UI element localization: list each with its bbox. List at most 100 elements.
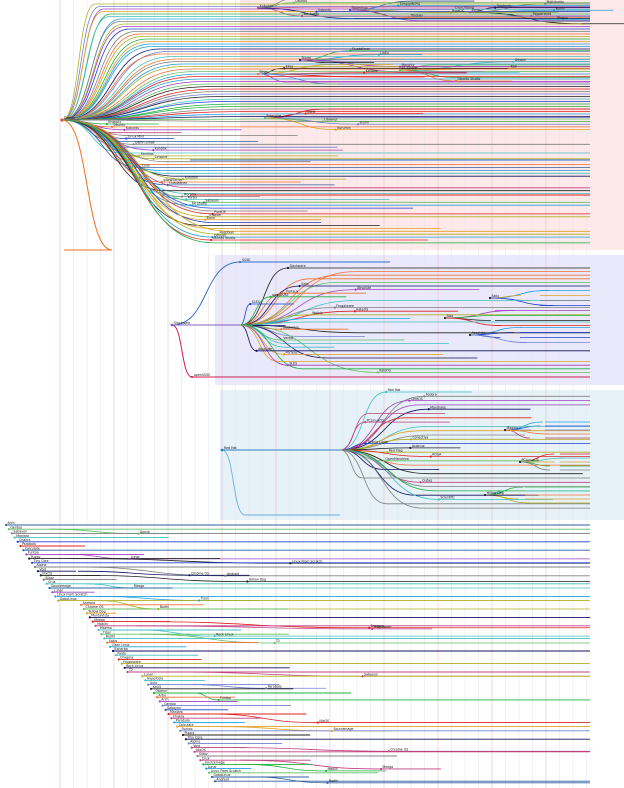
redhat-branch [339,408,429,451]
distro-node [184,738,187,741]
distro-node [407,16,410,19]
distro-label: T2 [128,668,133,672]
distro-node [57,599,60,602]
distro-node [282,353,286,356]
distro-node [16,540,19,543]
distro-label: Frugalware [336,304,354,308]
slackware-branch [239,324,288,366]
distro-node [508,67,511,70]
distro-node [304,112,307,115]
slackware-branch [239,324,378,373]
distro-node [443,316,447,320]
distro-node [503,428,507,432]
distro-label: Salix [301,282,309,286]
debian-branch [61,119,215,244]
distro-node [398,68,402,72]
distro-node [356,123,360,126]
distro-node [309,313,312,316]
distro-label: Android [216,777,228,781]
distro-label: Zorin [207,216,215,220]
slackware-root-node [170,323,174,327]
distro-label: OpenMandriva [385,457,408,461]
distro-node [88,616,91,619]
distro-label: 64 Studio [192,201,207,205]
distro-node [437,498,440,501]
distro-label: Calculate [179,723,194,727]
distro-node [249,302,252,306]
distro-node [160,180,164,184]
distro-node [429,455,432,458]
distro-label: Guadalinex [169,181,187,185]
distro-label: Ubuntu Studio [458,77,481,81]
distro-label: Mageia [507,426,519,430]
distro-node [123,666,126,669]
redhat-subbranch [504,429,549,435]
distro-node [196,754,199,758]
distro-node [364,421,367,424]
distro-label: Red Hat [388,388,401,392]
distro-label: Tizen [102,630,111,634]
distro-node [97,628,100,632]
distro-node [330,729,334,733]
distro-node [518,460,522,464]
distro-label: Tiny Core [33,559,49,563]
distro-label: Kanotix [366,69,378,73]
distro-node [125,137,128,140]
group-bands [215,0,624,520]
distro-node [280,328,283,331]
distro-node [376,371,379,374]
distro-label: Lunar [131,555,141,559]
distro-node [170,717,173,720]
distro-label: PureOS [214,210,226,214]
distro-node [449,11,452,14]
redhat-subbranch [504,429,530,439]
distro-node [368,626,371,629]
distro-label: Parabola [268,684,282,688]
distro-node [289,562,292,565]
debian-subbranch [264,117,336,131]
debian-branch [61,6,100,121]
distro-node [208,771,211,774]
distro-node [139,166,142,169]
distro-label: Linux From Scratch [292,559,323,563]
independent-branch [132,621,370,629]
distro-node [324,769,328,772]
distro-label: Linux From Scratch [211,769,242,773]
distro-label: gNewSense [163,178,182,182]
distro-label: Scientific [440,496,455,500]
distro-node [19,544,22,548]
distro-node [22,549,25,552]
distro-label: Exherbo [115,647,128,651]
distro-node [224,574,227,577]
debian-branch [61,28,130,121]
distro-node [238,260,242,264]
distro-node [206,215,209,218]
distro-node [103,637,106,640]
distro-label: Raspbian [220,230,235,234]
distro-node [315,10,318,13]
distro-node [85,612,88,615]
distro-label: Alpine [37,563,47,567]
distro-label: Sourcemage [205,761,225,765]
distro-label: Sabayon [13,530,27,534]
distro-label: Porteus [286,289,298,293]
distro-label: Crux [202,756,210,760]
distro-node [158,700,161,703]
debian-subbranch [399,69,457,82]
distro-node [167,712,170,716]
distro-node [188,574,191,577]
redhat-branch [339,391,387,451]
distro-node [409,438,413,441]
distro-label: Gentoo [10,525,22,529]
distro-label: Absolute [472,331,486,335]
distro-node [326,781,329,784]
distro-node [488,296,492,300]
distro-label: Puppy [31,555,41,559]
distro-label: Storm [302,56,312,60]
distro-node [36,570,40,573]
distro-label: Conectiva [412,436,428,440]
distro-lifelines [6,0,624,784]
distro-label: Bodhi [329,779,338,783]
distro-node [468,10,472,14]
distro-label: Frugalware [374,625,392,629]
